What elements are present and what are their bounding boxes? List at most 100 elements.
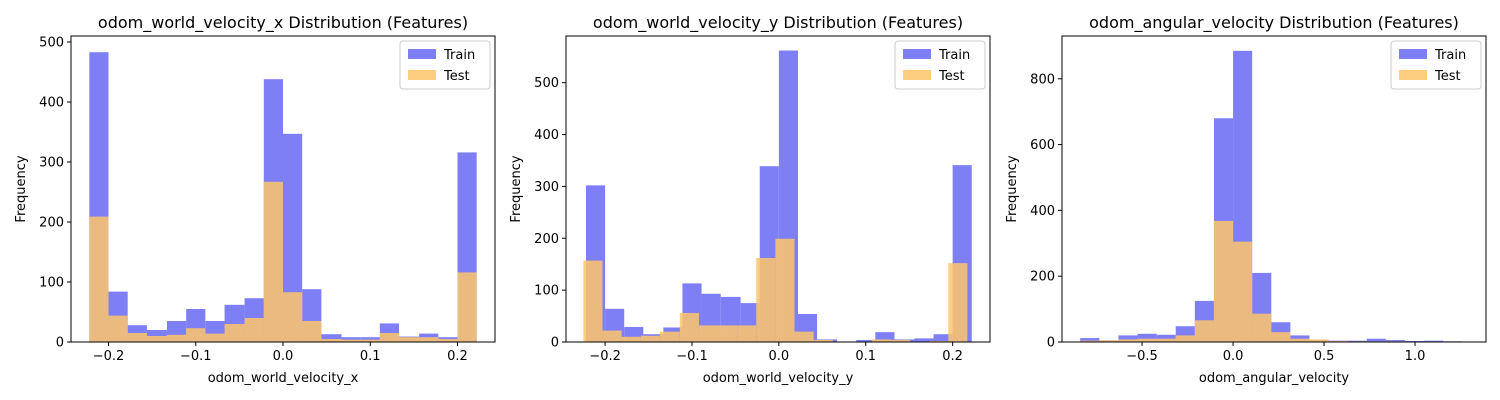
test-bar: [438, 339, 458, 342]
test-bar: [166, 334, 187, 342]
chart-panel-3: −0.5 0.0 0.5 1.0 0 200 400 600 800 odom_angular_v…: [1005, 13, 1487, 386]
test-bar: [399, 337, 420, 342]
test-bar: [1080, 340, 1100, 342]
x-axis-label: odom_world_velocity_x: [208, 371, 359, 386]
y-axis-label: Frequency: [14, 155, 29, 222]
train-bar: [856, 339, 876, 342]
y-tick-label: 600: [1030, 138, 1055, 153]
test-bar: [1290, 338, 1310, 342]
legend-swatch-train: [408, 49, 436, 59]
y-tick-label: 200: [39, 216, 64, 231]
legend-swatch-train: [903, 49, 931, 59]
y-tick-label: 0: [551, 336, 559, 351]
legend-swatch-train: [1399, 49, 1427, 59]
train-bar: [875, 332, 895, 342]
y-tick-label: 200: [534, 232, 559, 247]
test-bar: [1271, 332, 1291, 342]
x-tick-label: 0.0: [1223, 349, 1244, 364]
test-bar: [1175, 335, 1195, 342]
x-tick-label: 1.0: [1405, 349, 1426, 364]
train-bar: [1137, 333, 1157, 342]
y-tick-label: 100: [534, 284, 559, 299]
x-tick-label: −0.5: [1126, 349, 1158, 364]
legend: Train Test: [1390, 40, 1482, 90]
x-tick-label: −0.2: [93, 349, 125, 364]
y-tick-label: 400: [1030, 204, 1055, 219]
y-axis-label: Frequency: [509, 155, 524, 222]
train-bar: [321, 334, 342, 342]
y-tick-label: 200: [1030, 270, 1055, 285]
train-bar: [1118, 335, 1138, 342]
test-bar: [794, 331, 814, 342]
chart-title: odom_angular_velocity Distribution (Feat…: [1089, 13, 1459, 33]
test-bar: [1156, 338, 1176, 342]
test-bar: [127, 333, 147, 342]
legend: Train Test: [894, 40, 986, 90]
test-bar: [737, 325, 757, 342]
legend: Train Test: [399, 40, 491, 90]
legend-label-train: Train: [938, 48, 970, 63]
legend-swatch-test: [1399, 70, 1427, 80]
test-bar: [1233, 241, 1253, 342]
test-bar: [302, 321, 322, 342]
test-bar: [108, 315, 128, 342]
test-bar: [224, 324, 245, 342]
train-bar: [933, 334, 953, 342]
x-tick-label: 0.2: [942, 349, 963, 364]
train-bar: [1424, 340, 1444, 342]
legend-label-test: Test: [443, 69, 470, 84]
legend-label-train: Train: [443, 48, 475, 63]
test-bar: [379, 333, 400, 342]
test-bar: [602, 330, 622, 342]
test-bar: [1194, 320, 1214, 342]
test-bar: [283, 292, 303, 342]
x-tick-label: 0.1: [360, 349, 381, 364]
y-tick-label: 300: [39, 156, 64, 171]
x-tick-label: 0.5: [1314, 349, 1335, 364]
test-bar: [583, 260, 603, 342]
test-bar: [679, 312, 699, 342]
y-tick-label: 0: [56, 336, 64, 351]
test-bar: [186, 328, 206, 342]
chart-panel-2: −0.2 −0.1 0.0 0.1 0.2 0 100 200 300 400 500 odom_wo…: [509, 13, 991, 386]
y-tick-label: 500: [534, 76, 559, 91]
x-tick-label: 0.0: [273, 349, 294, 364]
test-bar: [263, 181, 283, 342]
test-bar: [89, 216, 109, 342]
legend-label-test: Test: [1434, 69, 1461, 84]
test-bar: [1252, 313, 1272, 342]
test-bar: [756, 257, 776, 342]
chart-title: odom_world_velocity_x Distribution (Feat…: [98, 13, 468, 33]
test-bar: [698, 325, 719, 342]
test-bar: [321, 339, 342, 342]
y-tick-label: 0: [1047, 336, 1055, 351]
test-bar: [244, 318, 264, 342]
y-tick-label: 300: [534, 180, 559, 195]
test-bar: [146, 336, 167, 342]
chart-panel-1: −0.2 −0.1 0.0 0.1 0.2 0 100 200 300 400 500 odom_wo…: [14, 13, 496, 386]
test-bar: [929, 340, 949, 342]
train-bar: [1080, 338, 1100, 342]
test-bar: [640, 335, 660, 342]
test-bar: [341, 339, 361, 342]
test-bar: [205, 333, 225, 342]
test-bar: [457, 272, 477, 342]
test-bar: [1309, 339, 1329, 342]
test-bar: [659, 331, 680, 342]
x-tick-label: −0.1: [676, 349, 708, 364]
x-axis-label: odom_angular_velocity: [1199, 371, 1350, 386]
test-bar: [890, 339, 911, 342]
legend-swatch-test: [903, 70, 931, 80]
train-bar: [914, 338, 934, 342]
train-bar: [1156, 334, 1176, 342]
axes-frame: [565, 35, 991, 343]
test-bar: [775, 238, 795, 342]
train-bar: [1366, 338, 1386, 342]
legend-swatch-test: [408, 70, 436, 80]
x-tick-label: 0.2: [447, 349, 468, 364]
x-tick-label: 0.1: [855, 349, 876, 364]
x-tick-label: −0.2: [589, 349, 621, 364]
test-bar: [871, 339, 891, 342]
test-bar: [718, 325, 738, 342]
